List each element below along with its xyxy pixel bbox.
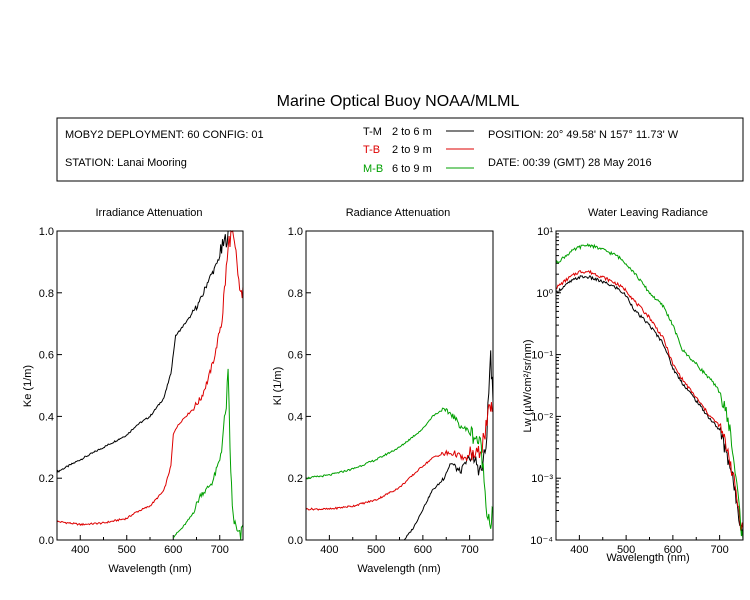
figure-title: Marine Optical Buoy NOAA/MLML bbox=[277, 93, 520, 110]
x-tick-label: 400 bbox=[71, 544, 89, 556]
x-axis-label-water-leaving: Wavelength (nm) bbox=[606, 552, 689, 564]
plot-area-irradiance: 400 500 600 700 0.0 0.2 0.4 0.6 0.8 1.0 bbox=[39, 226, 244, 556]
legend-range-mb: 6 to 9 m bbox=[392, 163, 432, 175]
series-line-radiance-m-b bbox=[305, 407, 494, 529]
series-line-irradiance-t-b bbox=[56, 230, 244, 526]
series-line-water-leaving-m-b bbox=[555, 242, 744, 541]
x-tick-label: 700 bbox=[211, 544, 229, 556]
x-tick-label: 600 bbox=[414, 544, 432, 556]
y-tick-label: 0.0 bbox=[39, 535, 54, 547]
plot-frame-water-leaving bbox=[555, 230, 744, 541]
station-text: STATION: Lanai Mooring bbox=[65, 157, 187, 169]
legend-range-tm: 2 to 6 m bbox=[392, 126, 432, 138]
deployment-text: MOBY2 DEPLOYMENT: 60 CONFIG: 01 bbox=[65, 129, 264, 141]
y-tick-label: 10⁻¹ bbox=[531, 350, 553, 362]
x-tick-label: 700 bbox=[710, 544, 728, 556]
panel-title-water-leaving: Water Leaving Radiance bbox=[588, 207, 708, 219]
x-axis-label-irradiance: Wavelength (nm) bbox=[108, 563, 191, 575]
y-tick-label: 0.6 bbox=[39, 350, 54, 362]
legend-range-tb: 2 to 9 m bbox=[392, 144, 432, 156]
plot-frame-radiance bbox=[305, 230, 494, 541]
x-axis-label-radiance: Wavelength (nm) bbox=[357, 563, 440, 575]
y-tick-label: 0.2 bbox=[288, 473, 303, 485]
panel-title-radiance: Radiance Attenuation bbox=[346, 207, 451, 219]
y-tick-label: 1.0 bbox=[39, 226, 54, 238]
panel-water-leaving: Water Leaving Radiance 400 500 600 700 10⁻⁴ 1… bbox=[522, 207, 744, 564]
legend-key-tm: T-M bbox=[363, 126, 382, 138]
y-axis-label-irradiance: Ke (1/m) bbox=[22, 365, 34, 407]
plot-area-radiance: 400 500 600 700 0.0 0.2 0.4 0.6 0.8 1.0 bbox=[288, 226, 494, 556]
x-tick-label: 700 bbox=[460, 544, 478, 556]
y-tick-label: 10⁻³ bbox=[531, 473, 553, 485]
series-line-radiance-t-m bbox=[403, 350, 494, 541]
y-tick-label: 10⁻² bbox=[531, 411, 553, 423]
panel-radiance: Radiance Attenuation 400 500 600 700 0.0 0.2 0… bbox=[272, 207, 494, 575]
y-tick-label: 10⁻⁴ bbox=[530, 535, 553, 547]
series-line-radiance-t-b bbox=[305, 402, 494, 511]
y-tick-label: 0.0 bbox=[288, 535, 303, 547]
y-tick-label: 1.0 bbox=[288, 226, 303, 238]
legend-key-tb: T-B bbox=[363, 144, 380, 156]
panel-title-irradiance: Irradiance Attenuation bbox=[95, 207, 202, 219]
y-tick-label: 0.8 bbox=[39, 288, 54, 300]
y-tick-label: 0.2 bbox=[39, 473, 54, 485]
x-tick-label: 400 bbox=[570, 544, 588, 556]
plot-area-water-leaving: 400 500 600 700 10⁻⁴ 10⁻³ 10⁻² 10⁻¹ 10⁰ 10¹ bbox=[530, 226, 744, 556]
x-tick-label: 500 bbox=[617, 544, 635, 556]
x-tick-label: 400 bbox=[320, 544, 338, 556]
x-tick-label: 600 bbox=[664, 544, 682, 556]
position-text: POSITION: 20° 49.58' N 157° 11.73' W bbox=[488, 129, 679, 141]
legend: T-M 2 to 6 m T-B 2 to 9 m M-B 6 to 9 m bbox=[363, 126, 474, 175]
series-line-irradiance-m-b bbox=[172, 368, 244, 541]
plot-frame-irradiance bbox=[56, 230, 244, 541]
y-tick-label: 10¹ bbox=[537, 226, 553, 238]
panel-irradiance: Irradiance Attenuation 400 500 600 700 0.0 0.… bbox=[22, 207, 244, 575]
series-line-irradiance-t-m bbox=[56, 230, 230, 474]
date-text: DATE: 00:39 (GMT) 28 May 2016 bbox=[488, 157, 652, 169]
x-tick-label: 500 bbox=[367, 544, 385, 556]
series-line-water-leaving-t-m bbox=[555, 275, 744, 534]
legend-key-mb: M-B bbox=[363, 163, 383, 175]
y-tick-label: 10⁰ bbox=[536, 288, 553, 300]
x-tick-label: 600 bbox=[164, 544, 182, 556]
y-tick-label: 0.6 bbox=[288, 350, 303, 362]
series-line-water-leaving-t-b bbox=[555, 269, 744, 531]
y-tick-label: 0.8 bbox=[288, 288, 303, 300]
y-axis-label-water-leaving: Lw (µW/cm²/sr/nm) bbox=[522, 339, 534, 432]
x-tick-label: 500 bbox=[118, 544, 136, 556]
y-tick-label: 0.4 bbox=[288, 411, 303, 423]
y-tick-label: 0.4 bbox=[39, 411, 54, 423]
info-box bbox=[56, 117, 744, 182]
y-axis-label-radiance: Kl (1/m) bbox=[272, 367, 284, 406]
